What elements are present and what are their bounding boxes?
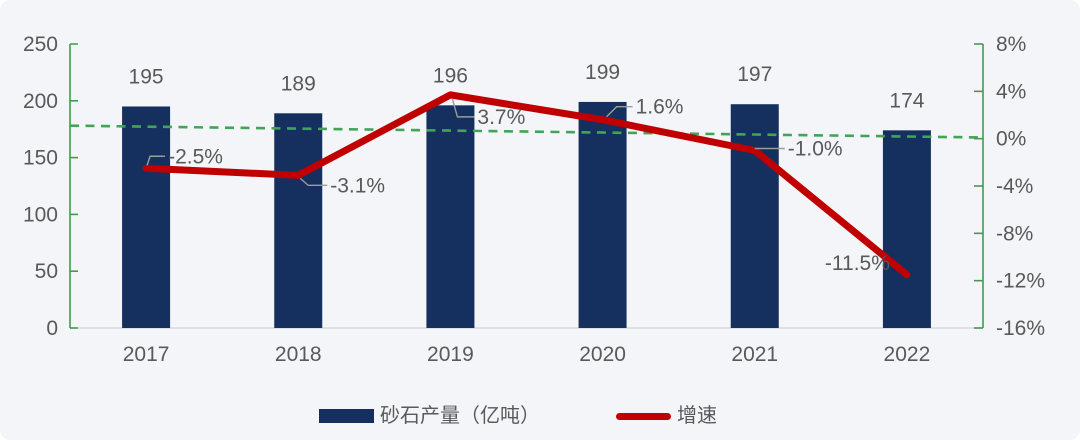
bar-value-label: 195: [129, 65, 164, 88]
growth-line: [142, 91, 911, 279]
left-axis-tick-label: 200: [23, 90, 58, 113]
production-legend-swatch: [319, 409, 374, 423]
growth-point-label: 1.6%: [636, 96, 684, 119]
leader-line: [606, 106, 633, 118]
leader-line: [299, 177, 328, 187]
growth-legend-swatch: [616, 412, 671, 420]
bar-2019: [426, 105, 475, 329]
year-label: 2021: [731, 343, 778, 366]
year-label: 2020: [579, 343, 626, 366]
production-legend-label: 砂石产量（亿吨）: [380, 405, 540, 427]
growth-point-label: -11.5%: [825, 252, 890, 275]
right-axis-tick-label: -12%: [996, 270, 1045, 293]
zero-reference-dashed-line: [69, 124, 984, 139]
left-axis-tick-label: 0: [46, 317, 58, 340]
right-axis-tick-label: -4%: [996, 175, 1033, 198]
bar-value-label: 174: [889, 89, 924, 112]
year-label: 2017: [123, 343, 170, 366]
bar-value-label: 189: [281, 72, 316, 95]
left-axis-tick-label: 250: [23, 33, 58, 56]
bar-2022: [882, 130, 931, 328]
year-label: 2019: [427, 343, 474, 366]
leader-line: [146, 155, 166, 166]
growth-point-label: 3.7%: [477, 106, 525, 129]
legend-item-production: 砂石产量（亿吨）: [319, 406, 540, 426]
growth-point-label: -2.5%: [168, 145, 223, 168]
right-axis-tick-label: -16%: [996, 317, 1045, 340]
right-axis-tick-label: 8%: [996, 33, 1026, 56]
bar-2020: [578, 101, 627, 328]
bar-2017: [122, 106, 171, 328]
year-label: 2022: [884, 343, 931, 366]
growth-point-label: -3.1%: [330, 174, 385, 197]
legend-item-growth: 增速: [616, 406, 717, 426]
left-axis-tick-label: 150: [23, 147, 58, 170]
growth-legend-label: 增速: [677, 405, 717, 427]
legend: 砂石产量（亿吨） 增速: [0, 406, 1080, 426]
bar-2021: [730, 104, 779, 328]
left-axis-tick-label: 100: [23, 203, 58, 226]
year-label: 2018: [275, 343, 322, 366]
right-axis-tick-label: -8%: [996, 222, 1033, 245]
right-axis-tick-label: 4%: [996, 80, 1026, 103]
left-axis-tick-label: 50: [35, 260, 58, 283]
bar-value-label: 196: [433, 64, 468, 87]
bar-value-label: 197: [737, 63, 772, 86]
bar-2018: [274, 113, 323, 329]
growth-point-label: -1.0%: [788, 138, 843, 161]
right-axis-tick-label: 0%: [996, 128, 1026, 151]
bar-value-label: 199: [585, 61, 620, 84]
leader-line: [451, 98, 475, 118]
